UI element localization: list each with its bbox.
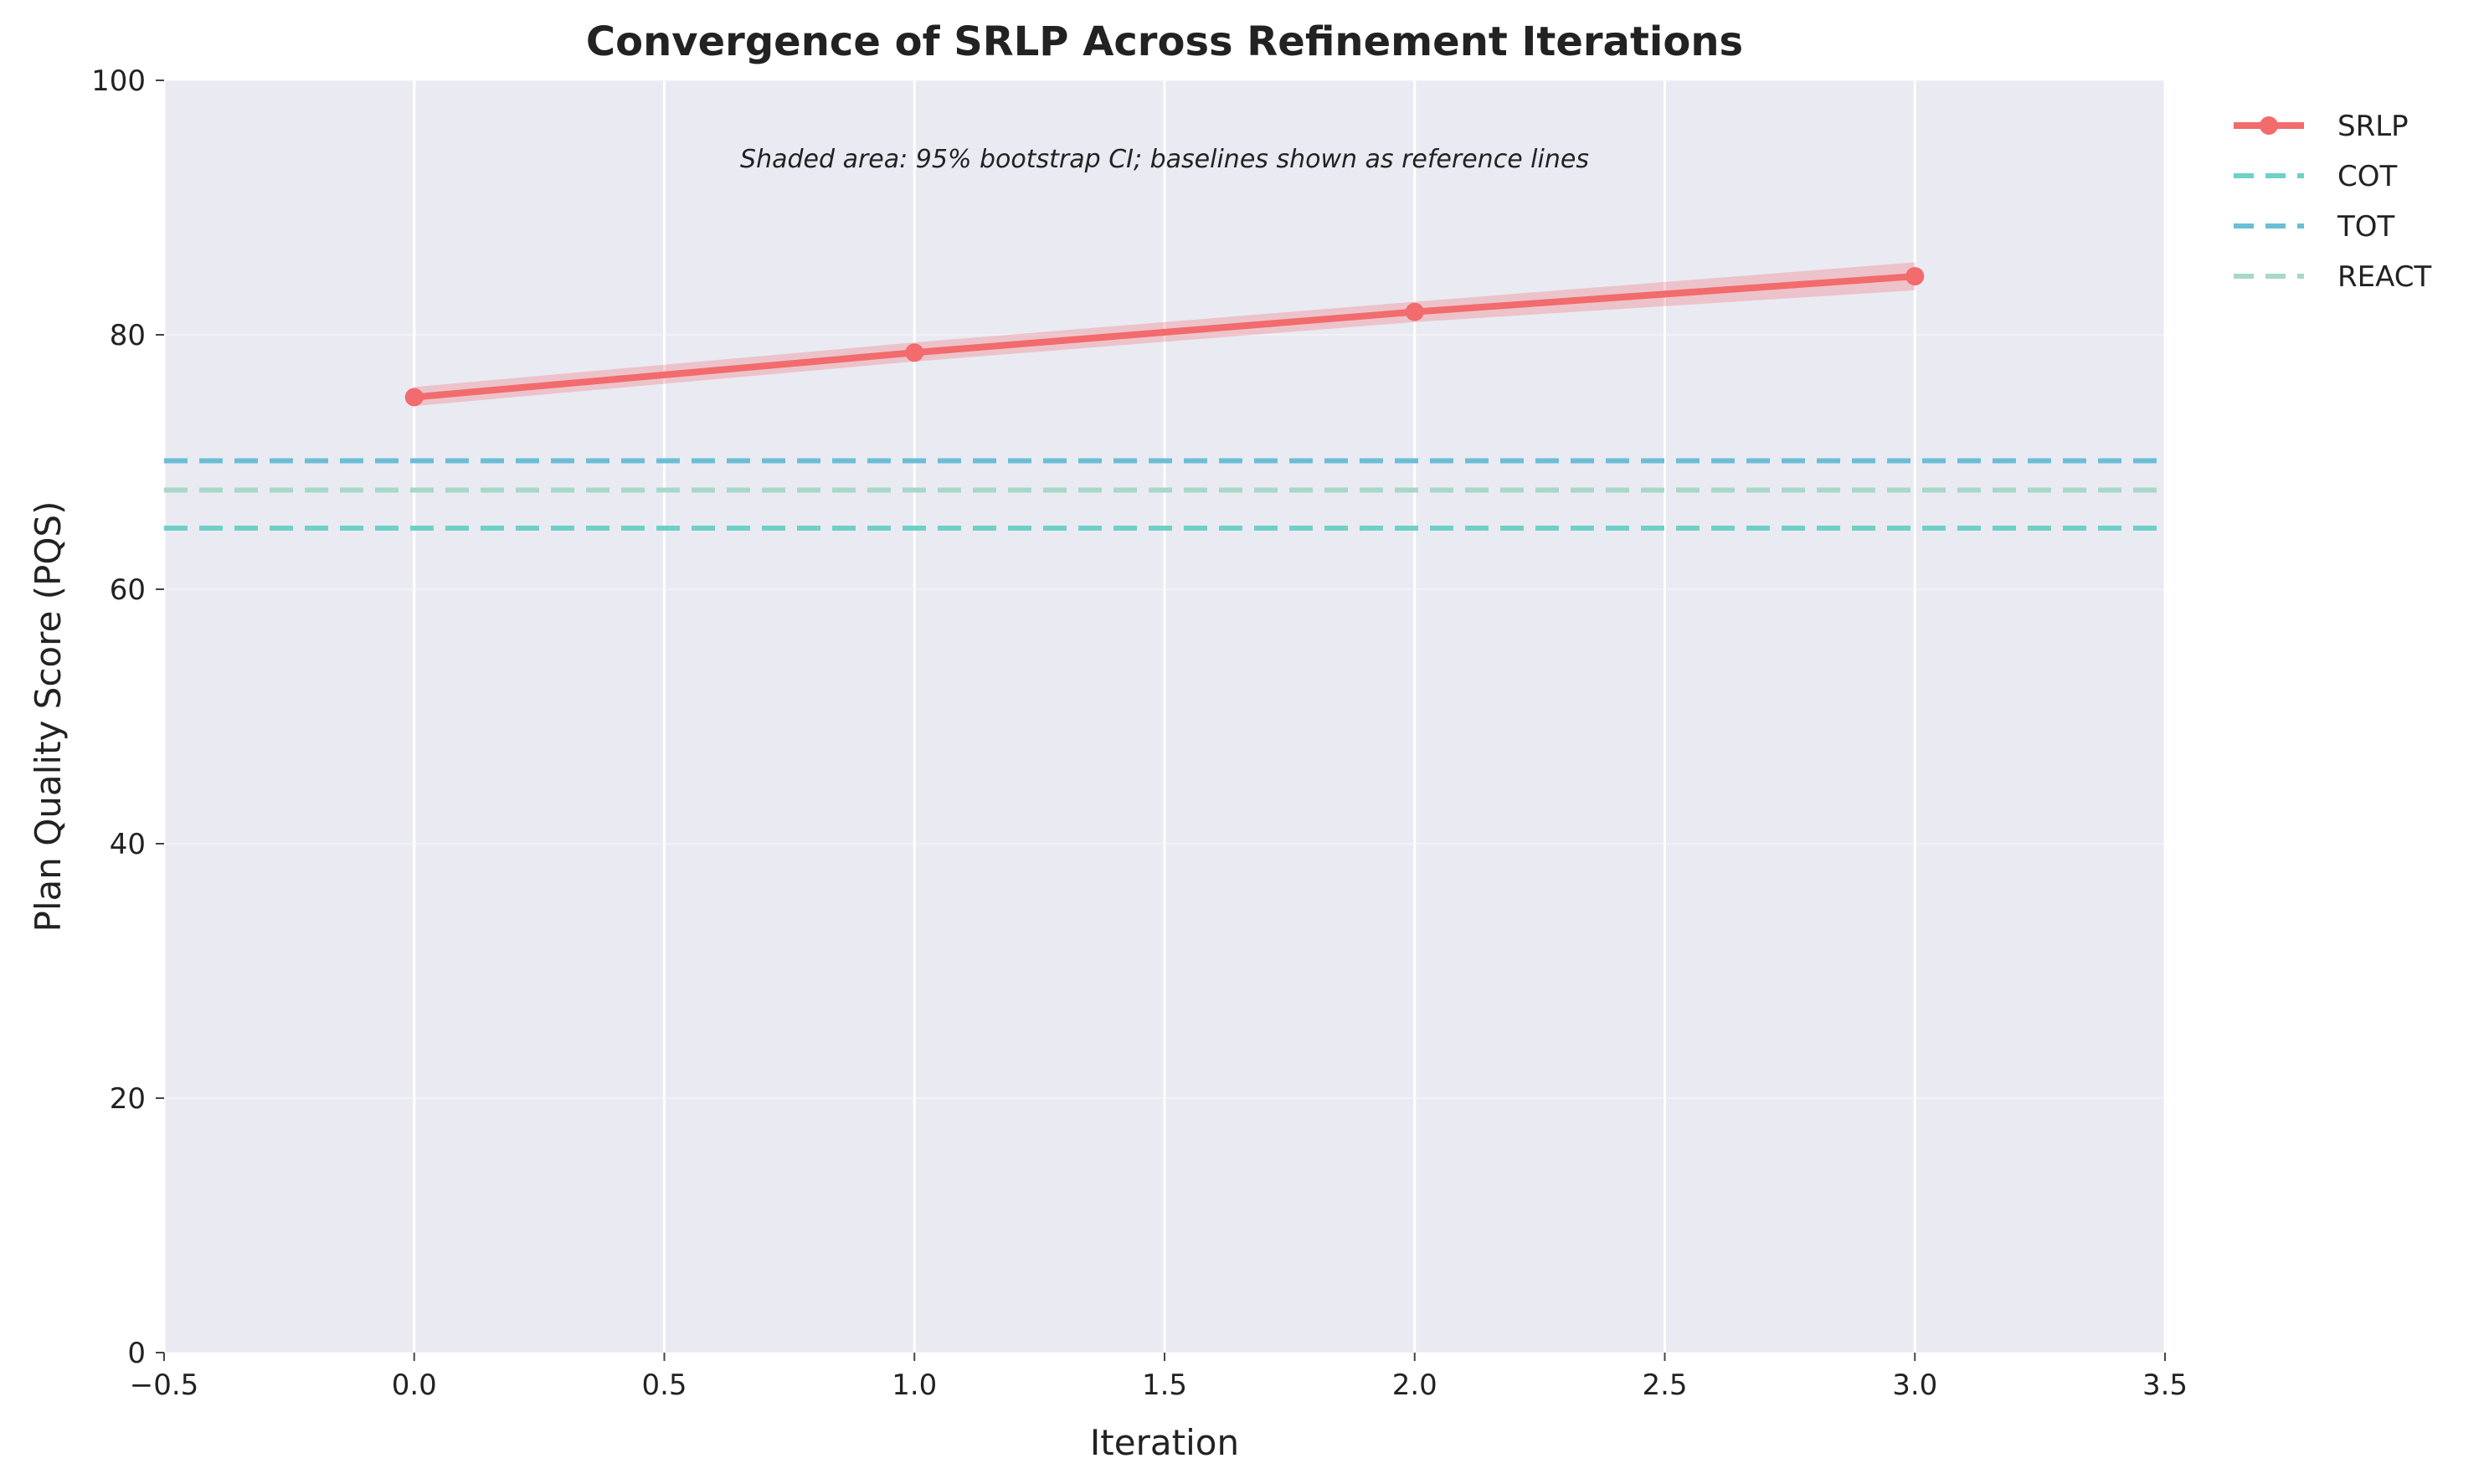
- series-line-srlp: [414, 273, 1916, 401]
- x-tick-label: −0.5: [130, 1368, 199, 1402]
- chart-annotation: Shaded area: 95% bootstrap CI; baselines…: [740, 145, 1589, 174]
- y-tick-label: 20: [110, 1082, 146, 1116]
- y-tick-label: 0: [127, 1337, 146, 1370]
- x-tick-label: 1.5: [1142, 1368, 1187, 1402]
- data-point-srlp: [905, 343, 924, 362]
- x-tick-label: 1.0: [892, 1368, 937, 1402]
- x-axis-ticks: −0.5 0.0 0.5 1.0 1.5 2.0 2.5 3.0 3.5: [130, 1353, 2188, 1402]
- chart-title: Convergence of SRLP Across Refinement It…: [586, 18, 1743, 65]
- baseline-reference-lines: [164, 458, 2165, 531]
- y-tick-label: 40: [110, 828, 146, 861]
- y-axis-ticks: 0 20 40 60 80 100: [91, 64, 164, 1370]
- legend: SRLP COT TOT REACT: [2234, 110, 2432, 294]
- data-point-srlp: [1905, 267, 1925, 286]
- data-point-srlp: [1405, 302, 1424, 321]
- data-point-srlp: [404, 388, 424, 407]
- y-axis-label: Plan Quality Score (PQS): [28, 501, 69, 932]
- gridlines: [162, 80, 2167, 1353]
- y-tick-label: 60: [110, 573, 146, 607]
- legend-label-tot: TOT: [2337, 210, 2395, 244]
- x-tick-label: 0.5: [641, 1368, 687, 1402]
- x-tick-label: 0.0: [392, 1368, 437, 1402]
- legend-marker-srlp: [2260, 116, 2278, 135]
- legend-label-cot: COT: [2337, 160, 2398, 193]
- x-tick-label: 2.5: [1642, 1368, 1687, 1402]
- x-axis-label: Iteration: [1090, 1422, 1239, 1463]
- legend-label-srlp: SRLP: [2337, 110, 2409, 143]
- x-tick-label: 3.5: [2142, 1368, 2188, 1402]
- srlp-series: [404, 267, 1925, 407]
- y-tick-label: 100: [91, 64, 146, 98]
- legend-label-react: REACT: [2337, 260, 2432, 294]
- y-tick-label: 80: [110, 319, 146, 352]
- x-tick-label: 3.0: [1892, 1368, 1937, 1402]
- x-tick-label: 2.0: [1392, 1368, 1437, 1402]
